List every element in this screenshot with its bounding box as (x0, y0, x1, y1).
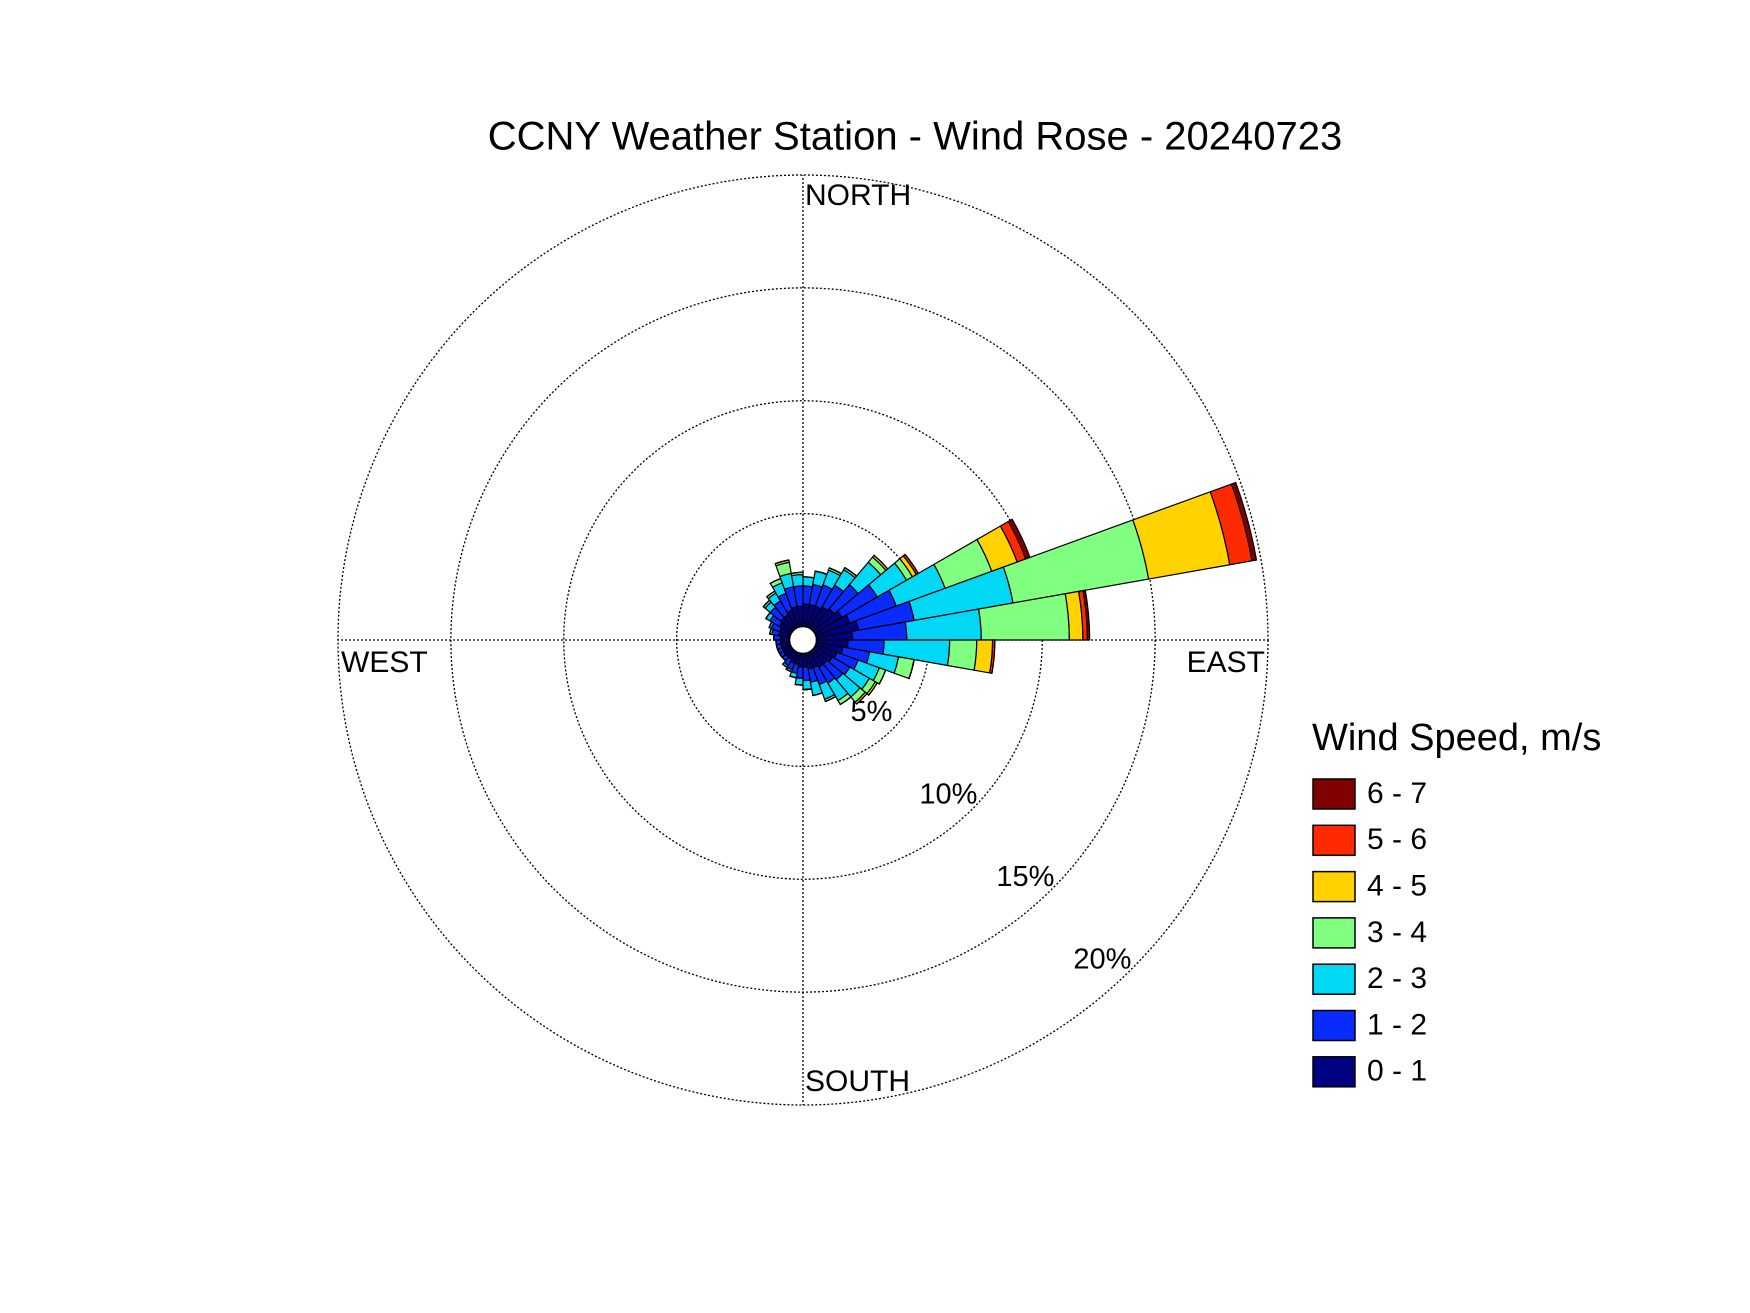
petal-segment (785, 668, 793, 673)
legend-label: 1 - 2 (1367, 1008, 1427, 1041)
legend-label: 3 - 4 (1367, 916, 1427, 949)
r-tick-label: 20% (1073, 944, 1131, 976)
legend-swatch (1312, 870, 1356, 903)
petal-segment (782, 663, 788, 668)
legend-swatch (1312, 963, 1356, 995)
legend-swatch (1312, 917, 1356, 949)
petal-segment (878, 669, 887, 685)
petal-segment (868, 682, 878, 696)
petal-segment (812, 692, 823, 697)
legend-label: 0 - 1 (1367, 1055, 1427, 1088)
legend-swatch (1312, 824, 1356, 857)
petal-segment (802, 688, 813, 691)
petal-segment (794, 683, 804, 686)
legend-label: 2 - 3 (1367, 962, 1427, 995)
direction-label: NORTH (805, 179, 911, 212)
legend-title: Wind Speed, m/s (1312, 717, 1601, 759)
legend-swatch (1312, 778, 1356, 810)
petal-segment (1082, 589, 1091, 641)
direction-label: WEST (341, 646, 428, 679)
legend-label: 5 - 6 (1367, 823, 1427, 856)
legend-label: 6 - 7 (1367, 777, 1427, 810)
petal-segment (946, 639, 978, 671)
center-hole (788, 625, 818, 655)
chart-title: CCNY Weather Station - Wind Rose - 20240… (488, 115, 1343, 159)
petal-segment (908, 658, 915, 680)
petal-segment (856, 693, 868, 705)
petal-segment (774, 559, 790, 565)
petal-segment (794, 677, 804, 686)
petal-segment (991, 639, 996, 674)
petal-segment (789, 675, 797, 679)
petal-segment (790, 571, 804, 574)
petal-segment (839, 696, 852, 706)
petal-segment (824, 696, 837, 703)
legend-swatch (1312, 1009, 1356, 1042)
direction-label: EAST (1187, 646, 1265, 679)
r-tick-label: 15% (996, 861, 1054, 893)
r-tick-label: 10% (919, 779, 977, 811)
petal-segment (1002, 519, 1150, 604)
petal-segment (973, 639, 994, 674)
legend-swatch (1312, 1056, 1356, 1088)
direction-label: SOUTH (805, 1065, 910, 1098)
legend-label: 4 - 5 (1367, 870, 1427, 903)
petal-segment (791, 573, 804, 588)
petal-segment (802, 679, 813, 691)
petal-segment (1230, 481, 1258, 562)
